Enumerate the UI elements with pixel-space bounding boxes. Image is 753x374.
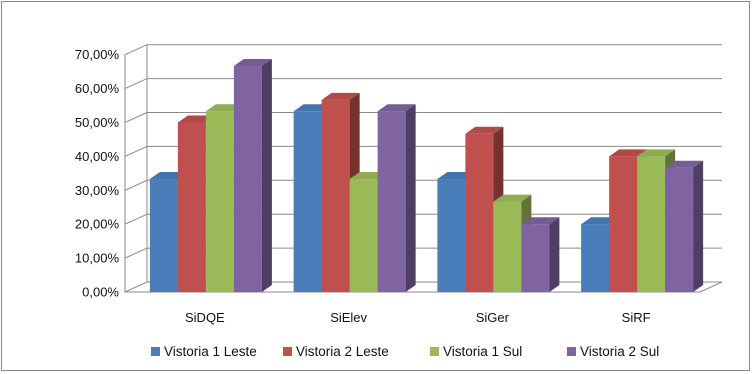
bar: [665, 160, 704, 292]
legend-label: Vistoria 2 Sul: [580, 344, 659, 359]
gridline: [124, 112, 722, 123]
legend-label: Vistoria 1 Sul: [443, 344, 522, 359]
bar-top: [637, 149, 676, 157]
bar-side: [693, 160, 704, 292]
bar-front: [149, 179, 178, 292]
bar-top: [493, 194, 532, 202]
bar-top: [233, 58, 272, 66]
y-tick-label: 40,00%: [75, 149, 120, 164]
y-tick-label: 0,00%: [82, 285, 119, 300]
bar-front: [581, 224, 610, 292]
y-tick-label: 30,00%: [75, 183, 120, 198]
bar-side: [405, 104, 416, 292]
bar-front: [437, 179, 466, 292]
bar-side: [261, 58, 272, 292]
gridline: [124, 44, 722, 56]
legend-swatch: [151, 347, 160, 356]
bar: [493, 194, 532, 292]
bar-front: [637, 156, 666, 292]
bar-top: [465, 126, 504, 134]
bar: [377, 104, 416, 292]
gridline: [124, 78, 722, 90]
x-category-label: SiDQE: [185, 310, 225, 325]
bar-top: [377, 104, 416, 112]
floor-edge: [699, 281, 723, 293]
bar-front: [177, 122, 206, 292]
bar-top: [665, 160, 704, 168]
legend-label: Vistoria 1 Leste: [164, 344, 257, 359]
legend-swatch: [430, 347, 439, 356]
x-category-label: SiElev: [330, 310, 367, 325]
x-category-label: SiRF: [622, 310, 651, 325]
legend-swatch: [283, 347, 292, 356]
bar-top: [521, 217, 560, 225]
y-tick-label: 50,00%: [75, 115, 120, 130]
x-axis-categories: SiDQE SiElev SiGer SiRF: [185, 310, 651, 325]
y-tick-label: 20,00%: [75, 217, 120, 232]
bar-front: [609, 156, 638, 292]
bar-front: [665, 167, 694, 292]
bar-front: [465, 133, 494, 292]
bar-front: [293, 111, 322, 292]
bar: [521, 217, 560, 292]
gridline: [124, 179, 722, 191]
legend-swatch: [567, 347, 576, 356]
bar-front: [521, 224, 550, 292]
bar-top: [609, 149, 648, 157]
bar: [233, 58, 272, 292]
y-tick-label: 10,00%: [75, 251, 120, 266]
bar-front: [349, 179, 378, 292]
bar-front: [321, 99, 350, 292]
legend-label: Vistoria 2 Leste: [296, 344, 389, 359]
x-category-label: SiGer: [476, 310, 510, 325]
y-tick-label: 60,00%: [75, 81, 120, 96]
bar-front: [205, 111, 234, 292]
bar-side: [549, 217, 560, 292]
y-axis-ticks: 0,00% 10,00% 20,00% 30,00% 40,00% 50,00% 60,00…: [75, 47, 120, 299]
bar-front: [377, 111, 406, 292]
gridlines: [124, 44, 723, 293]
bar-top: [321, 92, 360, 100]
bar-front: [493, 201, 522, 292]
y-tick-label: 70,00%: [75, 47, 120, 62]
gridline: [124, 145, 722, 157]
legend: Vistoria 1 Leste Vistoria 2 Leste Vistoria…: [151, 344, 659, 359]
bars: [149, 58, 704, 292]
bar-front: [233, 65, 262, 292]
